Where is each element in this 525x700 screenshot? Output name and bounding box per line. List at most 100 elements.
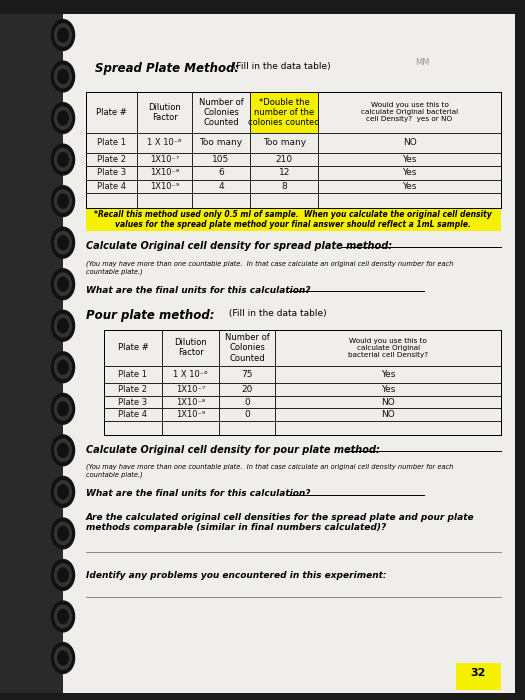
- Circle shape: [51, 186, 75, 216]
- Text: Too many: Too many: [200, 138, 243, 147]
- Text: 20: 20: [242, 384, 253, 393]
- Circle shape: [51, 643, 75, 673]
- Circle shape: [51, 310, 75, 341]
- Text: (Fill in the data table): (Fill in the data table): [226, 309, 326, 318]
- Circle shape: [51, 435, 75, 466]
- Text: Pour plate method:: Pour plate method:: [86, 309, 214, 323]
- Circle shape: [55, 273, 71, 295]
- Circle shape: [55, 647, 71, 669]
- Text: Plate 4: Plate 4: [119, 410, 148, 419]
- Circle shape: [51, 20, 75, 50]
- Text: MM: MM: [415, 58, 429, 67]
- Text: Yes: Yes: [381, 370, 395, 379]
- Text: NO: NO: [403, 138, 416, 147]
- Bar: [456, 663, 501, 690]
- Circle shape: [51, 103, 75, 134]
- Text: 4: 4: [218, 182, 224, 191]
- Text: Plate 1: Plate 1: [119, 370, 148, 379]
- Bar: [0, 14, 63, 693]
- Text: Yes: Yes: [402, 169, 417, 177]
- Circle shape: [51, 393, 75, 424]
- Text: Calculate Original cell density for pour plate method:: Calculate Original cell density for pour…: [86, 445, 380, 455]
- Circle shape: [58, 651, 68, 665]
- Circle shape: [58, 111, 68, 125]
- Circle shape: [58, 318, 68, 332]
- Text: 1X10⁻⁹: 1X10⁻⁹: [176, 410, 205, 419]
- Text: Plate 2: Plate 2: [97, 155, 126, 164]
- Text: (You may have more than one countable plate.  In that case calculate an original: (You may have more than one countable pl…: [86, 260, 453, 274]
- Circle shape: [58, 69, 68, 83]
- Text: 1 X 10⁻⁶: 1 X 10⁻⁶: [148, 138, 182, 147]
- Text: 1X10⁻⁷: 1X10⁻⁷: [150, 155, 179, 164]
- Circle shape: [51, 144, 75, 175]
- Text: 8: 8: [281, 182, 287, 191]
- Text: Yes: Yes: [402, 155, 417, 164]
- Text: Identify any problems you encountered in this experiment:: Identify any problems you encountered in…: [86, 570, 386, 580]
- Circle shape: [55, 356, 71, 379]
- Circle shape: [51, 228, 75, 258]
- Text: Would you use this to
calculate Original bacterial
cell Density?  yes or NO: Would you use this to calculate Original…: [361, 102, 458, 122]
- Circle shape: [55, 439, 71, 461]
- Circle shape: [51, 559, 75, 590]
- Text: Spread Plate Method:: Spread Plate Method:: [94, 62, 239, 74]
- Circle shape: [58, 194, 68, 208]
- Circle shape: [58, 153, 68, 167]
- Circle shape: [55, 107, 71, 130]
- Circle shape: [58, 28, 68, 42]
- Circle shape: [55, 481, 71, 503]
- Text: 32: 32: [471, 668, 486, 678]
- Text: What are the final units for this calculation?: What are the final units for this calcul…: [86, 286, 310, 295]
- Circle shape: [58, 443, 68, 457]
- Text: Plate 3: Plate 3: [119, 398, 148, 407]
- Text: Plate 1: Plate 1: [97, 138, 126, 147]
- Circle shape: [55, 398, 71, 420]
- Circle shape: [58, 568, 68, 582]
- Text: 1X10⁻⁸: 1X10⁻⁸: [176, 398, 205, 407]
- Text: 0: 0: [244, 410, 250, 419]
- Text: *Recall this method used only 0.5 ml of sample.  When you calculate the original: *Recall this method used only 0.5 ml of …: [94, 210, 492, 229]
- Bar: [103, 330, 501, 435]
- Text: Plate 4: Plate 4: [97, 182, 126, 191]
- Circle shape: [55, 606, 71, 628]
- Circle shape: [55, 65, 71, 88]
- Circle shape: [58, 610, 68, 624]
- Text: 0: 0: [244, 398, 250, 407]
- Text: Dilution
Factor: Dilution Factor: [174, 338, 207, 358]
- Text: Plate #: Plate #: [118, 343, 149, 352]
- Text: 1X10⁻⁷: 1X10⁻⁷: [176, 384, 205, 393]
- Text: 1X10⁻⁸: 1X10⁻⁸: [150, 169, 179, 177]
- Circle shape: [51, 477, 75, 508]
- Text: Would you use this to
calculate Original
bacterial cell Density?: Would you use this to calculate Original…: [348, 337, 428, 358]
- Text: 1X10⁻⁹: 1X10⁻⁹: [150, 182, 179, 191]
- Text: Are the calculated original cell densities for the spread plate and pour plate
m: Are the calculated original cell densiti…: [86, 513, 474, 533]
- Text: Yes: Yes: [381, 384, 395, 393]
- Circle shape: [55, 190, 71, 212]
- Circle shape: [55, 148, 71, 171]
- Circle shape: [58, 236, 68, 250]
- Text: NO: NO: [381, 398, 395, 407]
- Circle shape: [58, 360, 68, 374]
- Circle shape: [55, 314, 71, 337]
- Circle shape: [58, 526, 68, 540]
- Text: Calculate Original cell density for spread plate method:: Calculate Original cell density for spre…: [86, 241, 392, 251]
- Circle shape: [51, 518, 75, 549]
- Text: What are the final units for this calculation?: What are the final units for this calcul…: [86, 489, 310, 498]
- Circle shape: [51, 601, 75, 632]
- Text: (You may have more than one countable plate.  In that case calculate an original: (You may have more than one countable pl…: [86, 463, 453, 477]
- Text: 105: 105: [213, 155, 229, 164]
- Circle shape: [58, 485, 68, 499]
- Circle shape: [51, 352, 75, 383]
- Text: (Fill in the data table): (Fill in the data table): [230, 62, 331, 71]
- Bar: [86, 92, 501, 207]
- Circle shape: [58, 277, 68, 291]
- Circle shape: [55, 232, 71, 254]
- Text: NO: NO: [381, 410, 395, 419]
- Text: *Double the
number of the
colonies counted: *Double the number of the colonies count…: [248, 97, 320, 127]
- Text: 210: 210: [276, 155, 293, 164]
- Text: Number of
Colonies
Counted: Number of Colonies Counted: [198, 97, 244, 127]
- Text: Plate 2: Plate 2: [119, 384, 148, 393]
- Text: Number of
Colonies
Counted: Number of Colonies Counted: [225, 332, 269, 363]
- Text: Plate 3: Plate 3: [97, 169, 126, 177]
- Circle shape: [55, 24, 71, 46]
- Bar: [63, 14, 514, 693]
